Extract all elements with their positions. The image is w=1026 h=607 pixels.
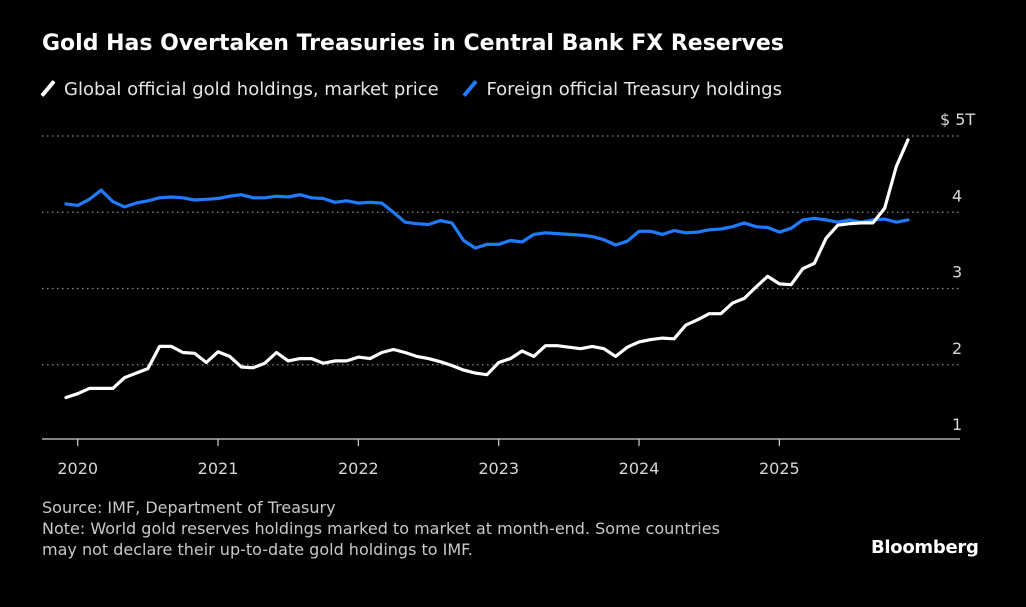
legend-item-gold: Global official gold holdings, market pr… — [40, 79, 439, 100]
chart-footer: Source: IMF, Department of Treasury Note… — [42, 497, 720, 560]
axes: 1 2 3 4 $ 5T 2020 2021 2022 2023 2024 2025 — [42, 110, 975, 478]
chart-legend: Global official gold holdings, market pr… — [40, 79, 802, 100]
footnote-line-1: Note: World gold reserves holdings marke… — [42, 519, 720, 538]
legend-label-gold: Global official gold holdings, market pr… — [64, 79, 439, 100]
legend-label-treasury: Foreign official Treasury holdings — [486, 79, 782, 100]
series-lines — [64, 138, 910, 400]
x-tick-label-2024: 2024 — [619, 459, 660, 478]
series-line-gold — [64, 138, 910, 400]
footnote-line-2: may not declare their up-to-date gold ho… — [42, 540, 473, 559]
y-tick-label-3: 3 — [952, 263, 962, 282]
y-tick-label-4: 4 — [952, 186, 962, 205]
x-tick-label-2021: 2021 — [198, 459, 239, 478]
y-tick-label-5: $ 5T — [940, 110, 975, 129]
x-tick-label-2022: 2022 — [338, 459, 379, 478]
x-tick-label-2023: 2023 — [478, 459, 519, 478]
x-tick-label-2025: 2025 — [759, 459, 800, 478]
y-tick-label-1: 1 — [952, 415, 962, 434]
x-tick-label-2020: 2020 — [57, 459, 98, 478]
legend-item-treasury: Foreign official Treasury holdings — [462, 79, 782, 100]
chart-title: Gold Has Overtaken Treasuries in Central… — [42, 31, 784, 56]
series-line-treasury — [64, 188, 910, 250]
gridlines — [42, 135, 960, 366]
bloomberg-logo: Bloomberg — [871, 537, 979, 558]
y-tick-label-2: 2 — [952, 339, 962, 358]
source-note: Source: IMF, Department of Treasury — [42, 498, 336, 517]
